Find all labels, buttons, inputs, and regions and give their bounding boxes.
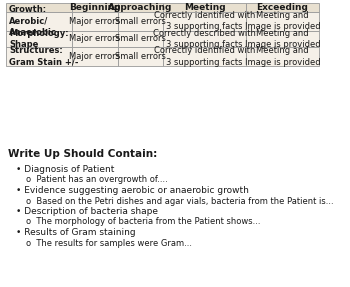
Bar	[118, 47, 163, 66]
Text: • Description of bacteria shape: • Description of bacteria shape	[16, 207, 158, 216]
Text: Beginning: Beginning	[69, 3, 120, 12]
Text: Correctly described with
3 supporting facts: Correctly described with 3 supporting fa…	[153, 29, 256, 49]
Text: Approaching: Approaching	[108, 3, 173, 12]
Bar	[163, 3, 246, 12]
Text: Major errors: Major errors	[69, 17, 120, 26]
Text: Small errors: Small errors	[115, 52, 166, 61]
Text: Growth:
Aerobic/
Anaerobic: Growth: Aerobic/ Anaerobic	[9, 5, 57, 37]
Text: Correctly identified with
3 supporting facts: Correctly identified with 3 supporting f…	[154, 46, 255, 67]
Text: Meeting and
Image is provided: Meeting and Image is provided	[245, 29, 320, 49]
Bar	[246, 31, 318, 47]
Text: • Results of Gram staining: • Results of Gram staining	[16, 228, 136, 237]
Bar	[72, 3, 118, 12]
Text: Major errors: Major errors	[69, 52, 120, 61]
Text: Meeting: Meeting	[184, 3, 225, 12]
Bar	[118, 12, 163, 31]
Bar	[6, 47, 72, 66]
Bar	[72, 12, 118, 31]
Text: Exceeding: Exceeding	[257, 3, 308, 12]
Bar	[72, 47, 118, 66]
Text: Small errors: Small errors	[115, 17, 166, 26]
Text: o  Based on the Petri dishes and agar vials, bacteria from the Patient is...: o Based on the Petri dishes and agar via…	[26, 197, 334, 205]
Bar	[163, 12, 246, 31]
Text: Small errors: Small errors	[115, 34, 166, 43]
Text: Correctly identified with
3 supporting facts: Correctly identified with 3 supporting f…	[154, 11, 255, 32]
Bar	[118, 3, 163, 12]
Bar	[163, 47, 246, 66]
Bar	[6, 12, 72, 31]
Bar	[72, 31, 118, 47]
Text: Meeting and
Image is provided: Meeting and Image is provided	[245, 11, 320, 32]
Text: o  Patient has an overgrowth of....: o Patient has an overgrowth of....	[26, 175, 168, 185]
Bar	[6, 31, 72, 47]
Text: • Evidence suggesting aerobic or anaerobic growth: • Evidence suggesting aerobic or anaerob…	[16, 186, 249, 195]
Text: o  The results for samples were Gram...: o The results for samples were Gram...	[26, 238, 192, 247]
Text: Write Up Should Contain:: Write Up Should Contain:	[8, 149, 157, 159]
Bar	[246, 47, 318, 66]
Text: o  The morphology of bacteria from the Patient shows...: o The morphology of bacteria from the Pa…	[26, 218, 260, 226]
Text: Morphology:
Shape: Morphology: Shape	[9, 29, 69, 49]
Bar	[6, 3, 72, 12]
Text: Meeting and
Image is provided: Meeting and Image is provided	[245, 46, 320, 67]
Text: Structures:
Gram Stain +/-: Structures: Gram Stain +/-	[9, 46, 78, 67]
Bar	[163, 31, 246, 47]
Text: Major errors: Major errors	[69, 34, 120, 43]
Text: • Diagnosis of Patient: • Diagnosis of Patient	[16, 165, 114, 174]
Bar	[118, 31, 163, 47]
Bar	[246, 12, 318, 31]
Bar	[246, 3, 318, 12]
